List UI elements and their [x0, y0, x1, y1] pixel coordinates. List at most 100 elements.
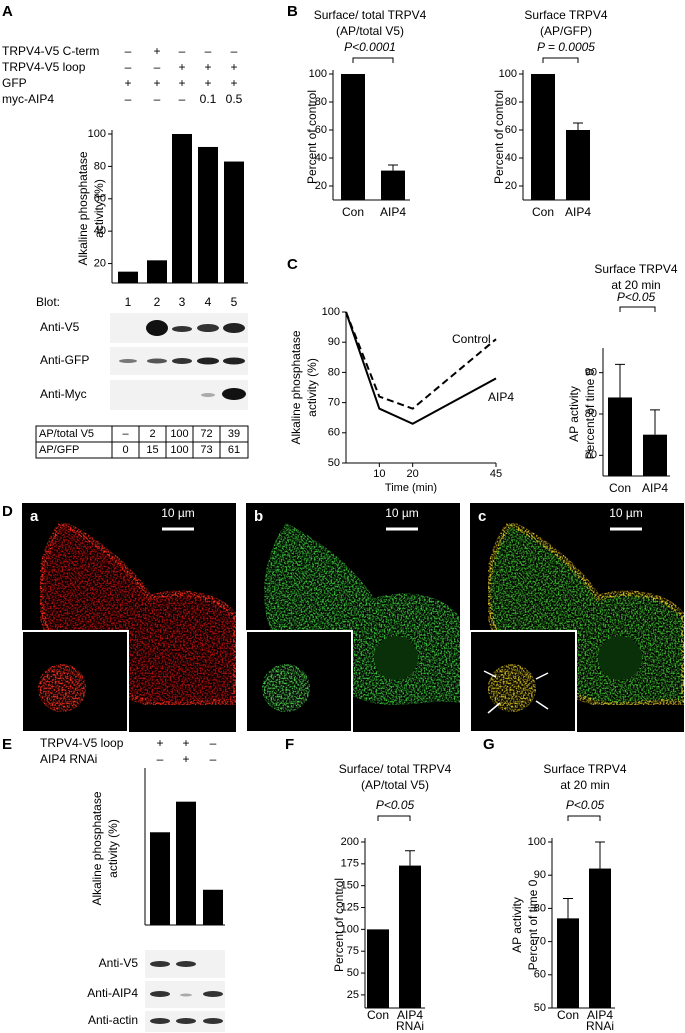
y-tick-label: 100 — [499, 68, 517, 80]
table-cell: 39 — [228, 428, 240, 440]
scale-bar-label: 10 µm — [161, 506, 195, 520]
x-tick-label: 3 — [179, 295, 186, 309]
y-tick-label: 70 — [534, 936, 546, 948]
bar — [589, 868, 611, 1008]
y-tick-label: 80 — [585, 408, 597, 420]
series-label: Control — [452, 332, 491, 346]
bar — [147, 260, 167, 283]
chart-title: Surface/ total TRPV4 — [339, 762, 452, 776]
y-tick-label: 70 — [328, 397, 340, 409]
condition-cell: + — [178, 76, 185, 90]
chart-title: Surface/ total TRPV4 — [314, 8, 427, 22]
condition-cell: + — [204, 76, 211, 90]
bar — [203, 889, 223, 925]
y-tick-label: 80 — [315, 96, 327, 108]
condition-cell: – — [179, 44, 186, 58]
condition-cell: – — [154, 92, 161, 106]
chart-subtitle: (AP/total V5) — [361, 778, 429, 792]
panel-label: C — [287, 256, 298, 273]
blot-label: Anti-V5 — [99, 956, 139, 970]
chart-title: Surface TRPV4 — [524, 8, 607, 22]
blot-title: Blot: — [36, 295, 60, 309]
y-tick-label: 50 — [328, 457, 340, 469]
condition-cell: + — [182, 736, 189, 750]
bar — [341, 74, 365, 200]
y-tick-label: 50 — [347, 967, 359, 979]
p-value: P<0.05 — [566, 798, 605, 812]
y-tick-label: 100 — [322, 306, 340, 318]
y-axis-label: Percent of time 0 — [526, 879, 540, 970]
y-tick-label: 40 — [315, 152, 327, 164]
scale-bar-label: 10 µm — [385, 506, 419, 520]
micrograph-a — [22, 503, 236, 732]
x-tick-label: 10 — [373, 468, 385, 480]
condition-cell: 0.5 — [226, 92, 243, 106]
micrograph-c — [470, 503, 684, 732]
y-axis-label: Percent of control — [492, 90, 506, 184]
condition-label: myc-AIP4 — [2, 92, 54, 106]
p-value: P<0.0001 — [344, 40, 396, 54]
p-value: P = 0.0005 — [537, 40, 595, 54]
x-tick-label: AIP4 RNAi — [586, 1008, 614, 1033]
y-tick-label: 60 — [534, 969, 546, 981]
y-tick-label: 25 — [347, 989, 359, 1001]
significance-bracket — [352, 57, 394, 63]
condition-label: TRPV4-V5 loop — [2, 60, 86, 74]
y-tick-label: 80 — [505, 96, 517, 108]
y-tick-label: 40 — [505, 152, 517, 164]
bar — [557, 918, 579, 1008]
table-cell: 61 — [228, 444, 240, 456]
condition-cell: – — [205, 44, 212, 58]
condition-cell: + — [230, 76, 237, 90]
y-tick-label: 60 — [94, 193, 106, 205]
condition-cell: + — [178, 60, 185, 74]
x-tick-label: Con — [367, 1008, 389, 1022]
condition-cell: + — [156, 736, 163, 750]
condition-label: TRPV4-V5 loop — [40, 736, 124, 750]
condition-label: TRPV4-V5 C-term — [2, 44, 99, 58]
y-axis-label: activity (%) — [106, 819, 120, 878]
y-tick-label: 100 — [309, 68, 327, 80]
y-tick-label: 75 — [347, 945, 359, 957]
y-tick-label: 20 — [94, 257, 106, 269]
y-tick-label: 125 — [341, 901, 359, 913]
blots — [110, 313, 248, 1032]
y-tick-label: 175 — [341, 858, 359, 870]
x-tick-label: Con — [609, 481, 631, 495]
error-bar — [615, 363, 625, 398]
x-tick-label: Con — [557, 1008, 579, 1022]
y-axis-label: Alkaline phosphatase — [90, 791, 104, 905]
blot-label: Anti-actin — [88, 1013, 138, 1027]
condition-cell: + — [153, 76, 160, 90]
bar — [566, 130, 590, 200]
chart-title: Surface TRPV4 — [594, 262, 677, 276]
x-tick-label: 20 — [407, 468, 419, 480]
y-tick-label: 60 — [315, 124, 327, 136]
y-tick-label: 90 — [534, 869, 546, 881]
y-tick-label: 80 — [534, 902, 546, 914]
y-tick-label: 90 — [585, 367, 597, 379]
y-axis-label: Percent of control — [332, 878, 346, 972]
y-axis-label: activity (%) — [305, 358, 319, 417]
bar — [224, 161, 244, 283]
y-tick-label: 20 — [505, 180, 517, 192]
condition-label: AIP4 RNAi — [40, 752, 97, 766]
chart-subtitle: (AP/GFP) — [540, 24, 592, 38]
condition-cell: + — [230, 60, 237, 74]
bar — [172, 134, 192, 283]
error-bar — [563, 897, 573, 919]
condition-cell: + — [204, 60, 211, 74]
condition-cell: + — [124, 76, 131, 90]
panel-label: E — [2, 736, 12, 753]
table-cell: 0 — [122, 444, 128, 456]
y-axis-label: Percent of control — [305, 90, 319, 184]
table-row — [35, 441, 249, 459]
table-cell: 73 — [200, 444, 212, 456]
series-label: AIP4 — [488, 390, 514, 404]
bar — [399, 865, 421, 1008]
blot-label: Anti-Myc — [40, 387, 87, 401]
bar — [531, 74, 555, 200]
chart-subtitle: at 20 min — [560, 778, 609, 792]
condition-cell: – — [179, 92, 186, 106]
